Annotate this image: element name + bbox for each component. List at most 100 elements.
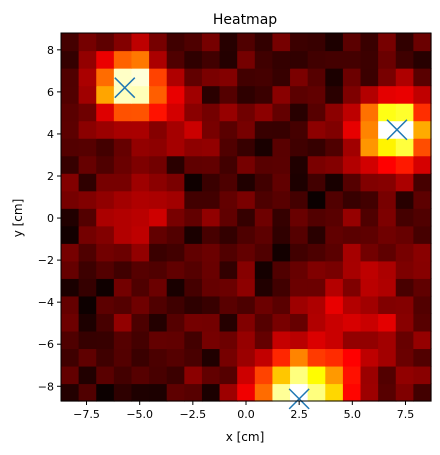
heatmap-cell (307, 225, 326, 244)
heatmap-cell (184, 330, 203, 350)
source-marker (114, 77, 136, 99)
heatmap-cell (184, 313, 203, 332)
heatmap-cell (342, 68, 362, 87)
heatmap-cell (413, 260, 432, 279)
heatmap-cell (360, 155, 379, 174)
heatmap-cell (290, 33, 309, 52)
heatmap-cell (378, 50, 397, 69)
heatmap-cell (307, 173, 326, 192)
heatmap-cell (360, 138, 379, 157)
heatmap-cell (307, 33, 326, 52)
heatmap-cell (201, 138, 221, 157)
heatmap-cell (395, 348, 414, 367)
y-tick-label: 0 (47, 212, 54, 225)
heatmap-cell (395, 50, 414, 69)
heatmap-cell (201, 33, 221, 52)
heatmap-cell (184, 120, 203, 139)
heatmap-cell (96, 68, 115, 87)
heatmap-cell (201, 348, 221, 367)
heatmap-cell (290, 155, 309, 174)
heatmap-cell (413, 50, 432, 69)
heatmap-cell (307, 365, 326, 385)
y-tick-label: 2 (47, 170, 54, 183)
heatmap-cell (149, 103, 168, 122)
heatmap-cell (78, 225, 97, 244)
heatmap-cell (290, 50, 309, 69)
heatmap-cell (149, 208, 168, 227)
heatmap-cell (237, 85, 256, 104)
heatmap-cell (113, 173, 133, 192)
heatmap-cell (413, 365, 432, 385)
heatmap-cell (113, 383, 133, 402)
heatmap-cell (325, 313, 344, 332)
heatmap-cell (149, 173, 168, 192)
heatmap-cell (413, 120, 432, 139)
y-tick-label: 4 (47, 128, 54, 141)
heatmap-cell (113, 155, 133, 174)
heatmap-cell (96, 173, 115, 192)
heatmap-cell (166, 365, 185, 385)
heatmap-cell (61, 243, 80, 262)
heatmap-cell (413, 348, 432, 367)
heatmap-cell (272, 68, 291, 87)
x-axis-ticks: −7.5 −5.0 −2.5 0.0 2.5 5.0 7.5 (73, 401, 414, 421)
heatmap-cell (96, 85, 115, 104)
heatmap-cell (113, 50, 133, 69)
heatmap-cell (254, 68, 274, 87)
heatmap-cell (184, 208, 203, 227)
heatmap-cell (131, 278, 150, 297)
heatmap-cell (290, 138, 309, 157)
heatmap-cell (96, 208, 115, 227)
heatmap-cell (378, 383, 397, 402)
heatmap-cell (78, 190, 97, 209)
heatmap-cell (290, 120, 309, 139)
heatmap-cell (166, 330, 185, 350)
heatmap-cell (307, 138, 326, 157)
source-marker (288, 388, 310, 410)
heatmap-cell (166, 68, 185, 87)
heatmap-cell (166, 33, 185, 52)
heatmap-cell (184, 138, 203, 157)
heatmap-cell (290, 295, 309, 314)
x-tick-label: 5.0 (344, 408, 362, 421)
heatmap-cell (113, 278, 133, 297)
heatmap-cell (237, 50, 256, 69)
heatmap-cell (290, 278, 309, 297)
heatmap-cell (325, 365, 344, 385)
heatmap-cell (149, 85, 168, 104)
heatmap-cell (413, 278, 432, 297)
heatmap-cell (113, 260, 133, 279)
heatmap-cell (395, 138, 414, 157)
heatmap-cell (378, 348, 397, 367)
heatmap-cell (307, 313, 326, 332)
heatmap-cell (360, 348, 379, 367)
heatmap-cell (237, 208, 256, 227)
heatmap-cell (131, 260, 150, 279)
heatmap-cell (272, 173, 291, 192)
heatmap-cell (307, 295, 326, 314)
heatmap-cell (78, 365, 97, 385)
heatmap-cell (413, 295, 432, 314)
heatmap-cell (413, 173, 432, 192)
heatmap-cell (307, 85, 326, 104)
heatmap-cell (325, 173, 344, 192)
heatmap-cell (325, 120, 344, 139)
heatmap-cell (360, 295, 379, 314)
heatmap-cell (184, 348, 203, 367)
heatmap-cell (272, 120, 291, 139)
heatmap-cell (254, 313, 274, 332)
heatmap-cell (78, 138, 97, 157)
heatmap-cell (342, 295, 362, 314)
heatmap-cell (290, 85, 309, 104)
heatmap-cell (61, 348, 80, 367)
heatmap-cell (131, 138, 150, 157)
heatmap-cell (184, 295, 203, 314)
heatmap-cell (131, 173, 150, 192)
heatmap-cell (113, 330, 133, 350)
heatmap-cell (96, 348, 115, 367)
heatmap-cell (166, 260, 185, 279)
heatmap-cell (78, 173, 97, 192)
heatmap-cell (360, 260, 379, 279)
heatmap-cell (184, 155, 203, 174)
heatmap-cell (61, 260, 80, 279)
